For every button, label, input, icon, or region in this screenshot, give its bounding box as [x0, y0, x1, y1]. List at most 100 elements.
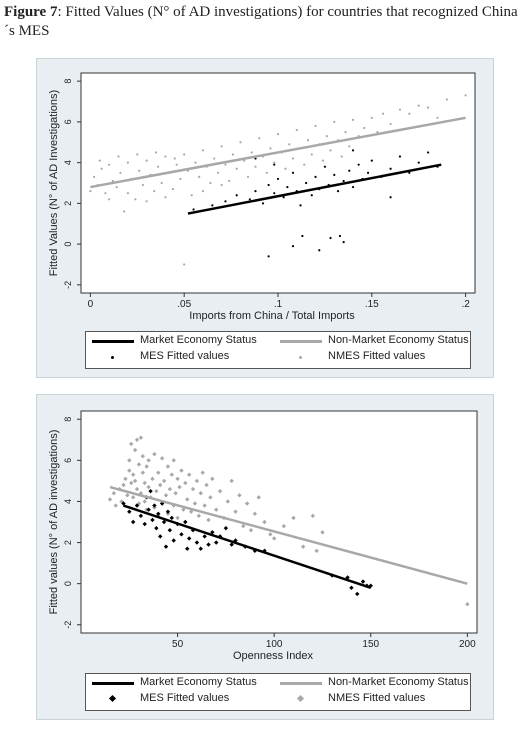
legend-mes-dot-label: MES Fitted values — [140, 692, 230, 704]
mes-fitted-point — [389, 196, 392, 199]
mes-fitted-point — [357, 163, 360, 166]
nmes-fitted-point — [152, 451, 157, 457]
mes-fitted-point — [351, 149, 355, 152]
legend-nmes-dot-label: NMES Fitted values — [328, 350, 426, 362]
nmes-fitted-point — [237, 493, 242, 498]
nmes-fitted-point — [136, 462, 142, 467]
nmes-fitted-point — [138, 169, 141, 172]
mes-fitted-point — [286, 185, 289, 189]
mes-fitted-point — [159, 501, 165, 506]
mes-fitted-point — [282, 196, 285, 199]
nmes-fitted-point — [228, 179, 231, 183]
x-tick-label: .05 — [177, 299, 191, 310]
nmes-fitted-point — [183, 480, 188, 486]
nmes-fitted-point — [123, 210, 126, 213]
mes-fitted-point — [351, 185, 355, 189]
y-tick-label: 8 — [63, 417, 73, 422]
nmes-fitted-point — [370, 116, 373, 119]
nmes-fitted-point — [210, 476, 215, 482]
nmes-fitted-point — [126, 192, 130, 195]
nmes-fitted-point — [262, 519, 267, 525]
mes-fitted-point — [370, 159, 373, 162]
nmes-fitted-point — [241, 523, 246, 529]
mes-fitted-point — [314, 175, 317, 178]
nmes-fitted-point — [119, 171, 122, 174]
nmes-fitted-point — [129, 480, 134, 486]
nmes-fitted-point — [175, 163, 178, 166]
nmes-fitted-point — [153, 190, 156, 193]
mes-fitted-point — [333, 173, 336, 176]
mes-fitted-point — [299, 204, 302, 207]
mes-fitted-point — [329, 236, 332, 240]
nmes-fitted-point — [198, 175, 201, 178]
nmes-fitted-point — [436, 116, 439, 119]
nmes-fitted-point — [160, 181, 163, 185]
nmes-fitted-point — [117, 155, 120, 158]
x-axis-label: Openness Index — [233, 650, 314, 662]
y-tick-label: -2 — [63, 621, 73, 629]
nmes-fitted-point — [134, 198, 137, 201]
nmes-fitted-point — [188, 509, 194, 514]
x-tick-label: 50 — [172, 639, 184, 650]
legend-mes-line-label: Market Economy Status — [140, 676, 257, 688]
nmes-fitted-point — [186, 472, 192, 477]
mes-fitted-point — [130, 519, 136, 525]
nmes-fitted-point — [161, 478, 167, 484]
mes-fitted-point — [408, 171, 411, 174]
nmes-fitted-point — [130, 495, 136, 500]
nmes-fitted-point — [325, 135, 328, 138]
nmes-fitted-point — [213, 157, 216, 160]
mes-fitted-point — [305, 181, 308, 185]
legend-openness: Market Economy Status Non-Market Economy… — [85, 673, 471, 711]
mes-fitted-point — [211, 204, 214, 207]
nmes-fitted-point — [156, 165, 160, 168]
nmes-fitted-point — [340, 155, 343, 158]
mes-fit-line — [187, 163, 442, 215]
y-axis-label: Fitted values (N° of AD investigations) — [48, 430, 60, 615]
nmes-fitted-point — [115, 185, 118, 189]
legend-mes-line-swatch — [92, 340, 134, 343]
legend-mes-dot-label: MES Fitted values — [140, 350, 230, 362]
mes-fitted-point — [158, 534, 163, 539]
nmes-fitted-point — [235, 167, 238, 170]
nmes-fitted-point — [445, 98, 448, 101]
mes-fitted-point — [273, 192, 276, 195]
nmes-fitted-point — [201, 149, 205, 152]
y-tick-label: 6 — [63, 119, 73, 124]
nmes-fitted-point — [121, 482, 126, 488]
mes-fitted-point — [233, 538, 238, 543]
nmes-fitted-point — [150, 476, 155, 482]
mes-fitted-point — [254, 157, 257, 160]
nmes-fitted-point — [376, 130, 379, 134]
nmes-fitted-point — [145, 159, 148, 162]
legend-mes-dot-swatch — [111, 356, 114, 359]
legend-nmes-line-label: Non-Market Economy Status — [328, 334, 469, 346]
nmes-fitted-point — [98, 159, 101, 162]
nmes-fitted-point — [201, 190, 205, 193]
nmes-fitted-point — [183, 263, 186, 266]
mes-fitted-point — [148, 488, 153, 494]
mes-fitted-point — [389, 167, 392, 170]
nmes-fitted-point — [229, 478, 234, 484]
mes-fitted-point — [261, 202, 265, 205]
nmes-fitted-point — [146, 458, 151, 463]
nmes-fitted-point — [171, 188, 175, 191]
nmes-fitted-point — [167, 486, 173, 492]
nmes-fitted-point — [250, 151, 253, 154]
nmes-fitted-point — [281, 523, 287, 529]
mes-fitted-point — [276, 177, 280, 181]
nmes-fitted-point — [159, 456, 165, 461]
mes-fitted-point — [323, 165, 327, 168]
legend-nmes-dot-swatch — [299, 356, 302, 359]
mes-fitted-point — [254, 190, 257, 193]
nmes-fitted-point — [140, 470, 146, 475]
nmes-fitted-point — [134, 486, 140, 492]
mes-fit-line — [123, 504, 372, 589]
nmes-fitted-point — [348, 145, 351, 148]
nmes-fitted-point — [132, 447, 138, 453]
chart-imports: -2 0 2 4 6 8 0 .05 .1 .15 .2 Imports from China / T… — [48, 72, 476, 322]
nmes-fitted-point — [224, 163, 227, 166]
mes-fitted-point — [426, 151, 430, 154]
y-tick-label: 0 — [63, 242, 73, 247]
nmes-fitted-point — [111, 179, 114, 183]
